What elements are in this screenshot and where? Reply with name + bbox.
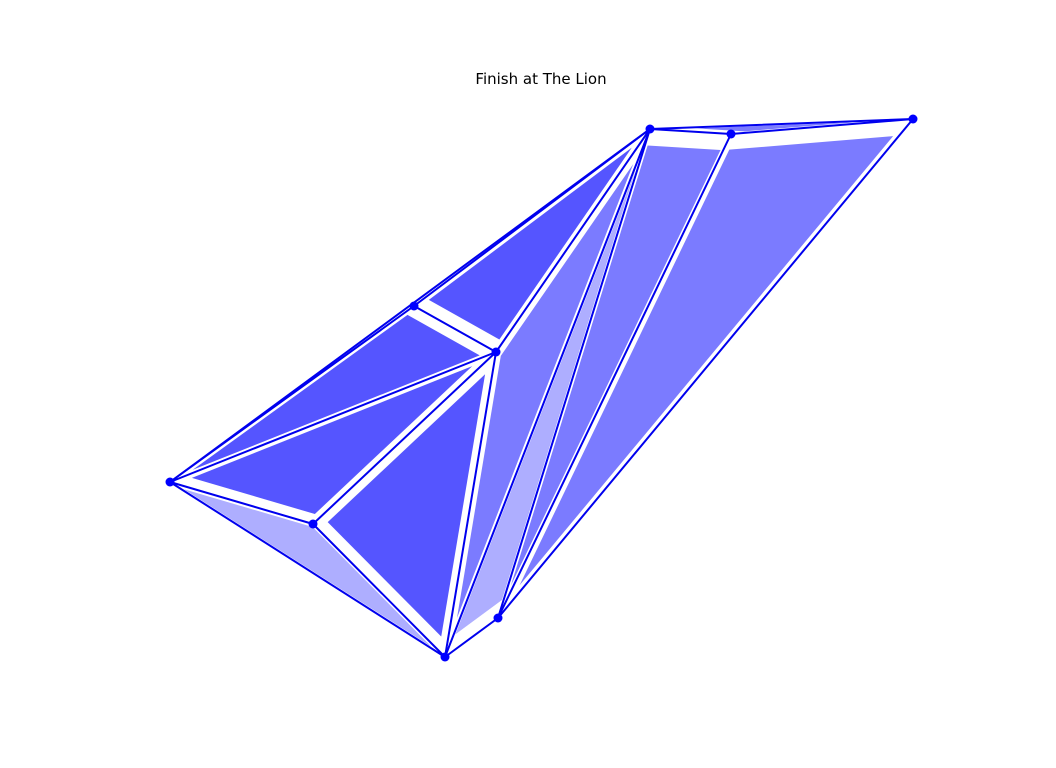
triangle-edge [312,351,497,525]
vertex-marker [440,652,450,662]
vertex-marker [908,114,918,124]
triangle-edge [169,481,446,658]
triangle-fill [510,145,721,586]
triangle-edges [169,118,914,658]
vertex-marker [491,347,501,357]
triangle-edge [649,128,732,135]
vertex-marker [308,519,318,529]
triangle-fill [695,122,854,132]
figure-title: Finish at The Lion [475,70,606,88]
triangle-edge [444,617,499,658]
triangle-edge [169,481,314,525]
triangle-edge [497,118,914,619]
triangle-edge [497,133,732,619]
vertex-marker [409,301,419,311]
triangle-fill [455,169,636,635]
triangle-fill [191,366,473,515]
triangle-fill [519,136,894,586]
triangle-fill [192,314,480,470]
triangle-edge [312,523,446,658]
triangle-edge [169,351,497,483]
vertex-marker [493,613,503,623]
vertex-markers [165,114,918,662]
triangle-edge [495,128,651,353]
triangle-edge [730,118,914,135]
triangle-fill [428,147,632,340]
vertex-marker [645,124,655,134]
triangle-fill [327,374,486,637]
vertex-marker [165,477,175,487]
triangle-fill [183,489,432,647]
triangle-edge [497,128,651,619]
triangle-edge [444,128,651,658]
triangle-edge [649,118,914,130]
triangle-edge [413,305,497,353]
triangle-fill [456,164,634,619]
vertex-marker [726,129,736,139]
triangle-fills [183,122,894,647]
triangle-edge [444,351,497,658]
